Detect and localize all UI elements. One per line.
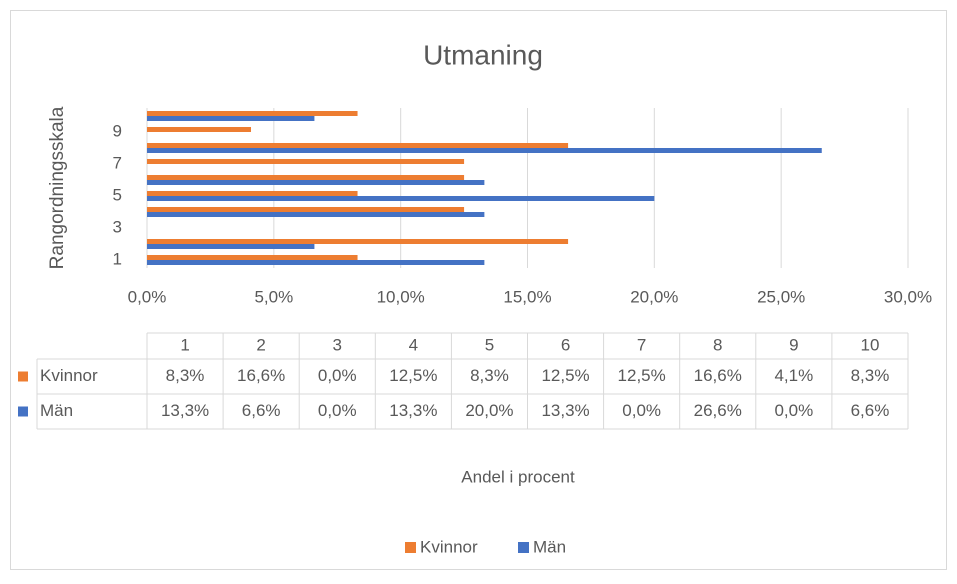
table-cell: 13,3% bbox=[161, 401, 209, 420]
table-cell: 0,0% bbox=[318, 401, 357, 420]
y-tick-label: 3 bbox=[113, 217, 122, 236]
chart-frame bbox=[10, 10, 947, 570]
table-header: 7 bbox=[637, 335, 646, 354]
table-legend-key bbox=[18, 406, 28, 417]
y-tick-label: 7 bbox=[113, 153, 122, 172]
bar bbox=[147, 175, 465, 180]
x-tick-label: 5,0% bbox=[254, 287, 293, 306]
table-cell: 26,6% bbox=[694, 401, 742, 420]
table-cell: 0,0% bbox=[774, 401, 813, 420]
table-cell: 13,3% bbox=[389, 401, 437, 420]
bar bbox=[147, 148, 822, 153]
x-tick-label: 15,0% bbox=[503, 287, 551, 306]
table-header: 3 bbox=[333, 335, 342, 354]
table-row-label: Män bbox=[40, 401, 73, 420]
bar bbox=[147, 244, 315, 249]
table-header: 5 bbox=[485, 335, 494, 354]
bar bbox=[147, 111, 358, 116]
y-tick-label: 5 bbox=[113, 185, 122, 204]
x-tick-label: 10,0% bbox=[377, 287, 425, 306]
bar bbox=[147, 127, 252, 132]
table-header: 9 bbox=[789, 335, 798, 354]
bar bbox=[147, 116, 315, 121]
legend-key bbox=[518, 542, 529, 553]
bar bbox=[147, 180, 485, 185]
x-axis-title: Andel i procent bbox=[461, 467, 575, 486]
table-header: 4 bbox=[409, 335, 418, 354]
table-cell: 8,3% bbox=[166, 366, 205, 385]
bar bbox=[147, 260, 485, 265]
bar bbox=[147, 212, 485, 217]
table-cell: 0,0% bbox=[622, 401, 661, 420]
x-tick-label: 25,0% bbox=[757, 287, 805, 306]
table-header: 1 bbox=[180, 335, 189, 354]
bar bbox=[147, 196, 655, 201]
bar bbox=[147, 255, 358, 260]
legend-label: Kvinnor bbox=[420, 537, 478, 556]
bar bbox=[147, 191, 358, 196]
legend-key bbox=[405, 542, 416, 553]
legend-label: Män bbox=[533, 537, 566, 556]
table-cell: 12,5% bbox=[618, 366, 666, 385]
table-cell: 20,0% bbox=[465, 401, 513, 420]
table-cell: 16,6% bbox=[694, 366, 742, 385]
table-row-label: Kvinnor bbox=[40, 366, 98, 385]
table-header: 10 bbox=[860, 335, 879, 354]
bar bbox=[147, 143, 569, 148]
table-cell: 0,0% bbox=[318, 366, 357, 385]
bar bbox=[147, 159, 465, 164]
table-cell: 16,6% bbox=[237, 366, 285, 385]
bar bbox=[147, 207, 465, 212]
bar bbox=[147, 239, 569, 244]
table-cell: 12,5% bbox=[389, 366, 437, 385]
chart-title: Utmaning bbox=[423, 39, 543, 70]
table-cell: 13,3% bbox=[541, 401, 589, 420]
table-cell: 8,3% bbox=[470, 366, 509, 385]
table-header: 2 bbox=[256, 335, 265, 354]
x-tick-label: 0,0% bbox=[128, 287, 167, 306]
table-cell: 6,6% bbox=[851, 401, 890, 420]
y-tick-label: 9 bbox=[113, 121, 122, 140]
table-cell: 4,1% bbox=[774, 366, 813, 385]
table-header: 8 bbox=[713, 335, 722, 354]
y-axis-title: Rangordningsskala bbox=[47, 106, 68, 269]
table-cell: 12,5% bbox=[541, 366, 589, 385]
x-tick-label: 20,0% bbox=[630, 287, 678, 306]
table-legend-key bbox=[18, 371, 28, 382]
x-tick-label: 30,0% bbox=[884, 287, 932, 306]
y-tick-label: 1 bbox=[113, 249, 122, 268]
table-header: 6 bbox=[561, 335, 570, 354]
table-cell: 8,3% bbox=[851, 366, 890, 385]
table-cell: 6,6% bbox=[242, 401, 281, 420]
